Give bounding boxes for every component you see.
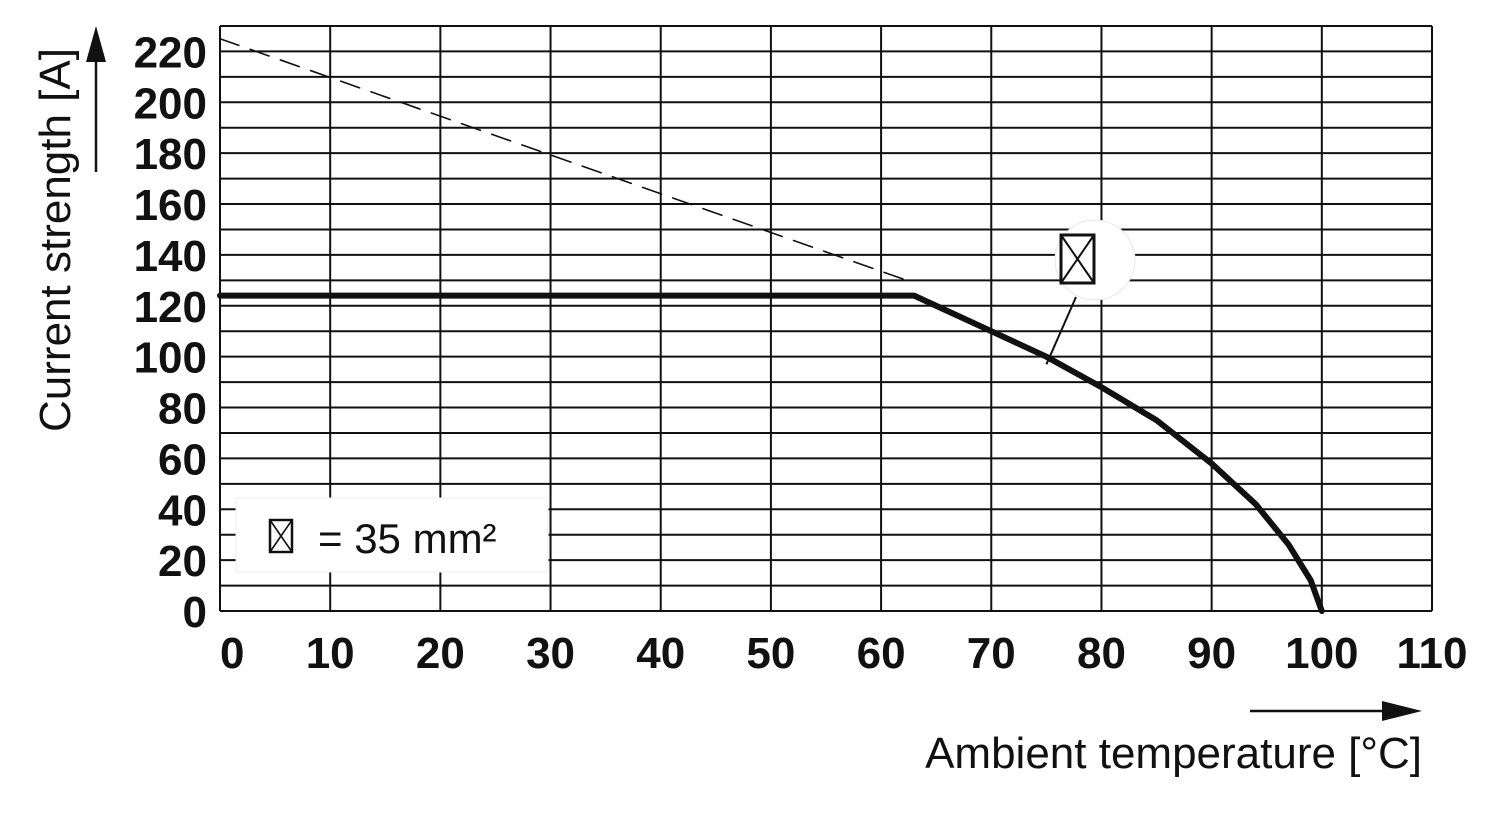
plot-grid: [219, 25, 1433, 612]
x-tick-label: 10: [306, 629, 355, 678]
x-tick-label: 0: [220, 629, 244, 678]
x-tick-label: 110: [1397, 629, 1468, 678]
y-tick-label: 160: [134, 181, 207, 230]
legend-label: = 35 mm²: [318, 515, 497, 562]
x-tick-label: 80: [1077, 629, 1126, 678]
y-tick-label: 180: [134, 130, 207, 179]
x-tick-label: 40: [636, 629, 685, 678]
x-tick-label: 50: [746, 629, 795, 678]
y-tick-label: 140: [134, 232, 207, 281]
cross-section-icon: [1059, 233, 1096, 285]
y-axis-title: Current strength [A]: [31, 48, 80, 432]
y-tick-label: 20: [158, 537, 207, 586]
y-tick-label: 60: [158, 435, 207, 484]
y-axis-arrow-icon: [86, 26, 106, 62]
x-axis-title-group: Ambient temperature [°C]: [925, 701, 1422, 778]
legend: = 35 mm²: [235, 497, 549, 573]
x-tick-label: 30: [526, 629, 575, 678]
y-tick-label: 100: [134, 334, 207, 383]
y-tick-label: 0: [183, 588, 207, 637]
cross-section-callout: [1045, 219, 1136, 365]
data-series: [217, 37, 1325, 614]
y-tick-label: 220: [134, 28, 207, 77]
derating-curve: [217, 292, 1325, 614]
x-tick-label: 70: [967, 629, 1016, 678]
callout-leader-line: [1045, 296, 1077, 365]
x-axis-arrow-icon: [1382, 701, 1422, 721]
y-axis-title-group: Current strength [A]: [31, 26, 106, 432]
x-tick-label: 90: [1187, 629, 1236, 678]
legend-cross-section-icon: [268, 518, 294, 554]
x-axis-title: Ambient temperature [°C]: [925, 729, 1422, 778]
y-tick-label: 40: [158, 486, 207, 535]
x-tick-label: 60: [857, 629, 906, 678]
x-tick-label: 100: [1285, 629, 1358, 678]
y-tick-label: 120: [134, 283, 207, 332]
extrapolated-dashed-line: [219, 37, 915, 284]
x-tick-labels: 0 10 20 30 40 50 60 70 80 90 100 110: [220, 629, 1467, 678]
x-tick-label: 20: [416, 629, 465, 678]
y-tick-label: 200: [134, 79, 207, 128]
y-tick-label: 80: [158, 385, 207, 434]
